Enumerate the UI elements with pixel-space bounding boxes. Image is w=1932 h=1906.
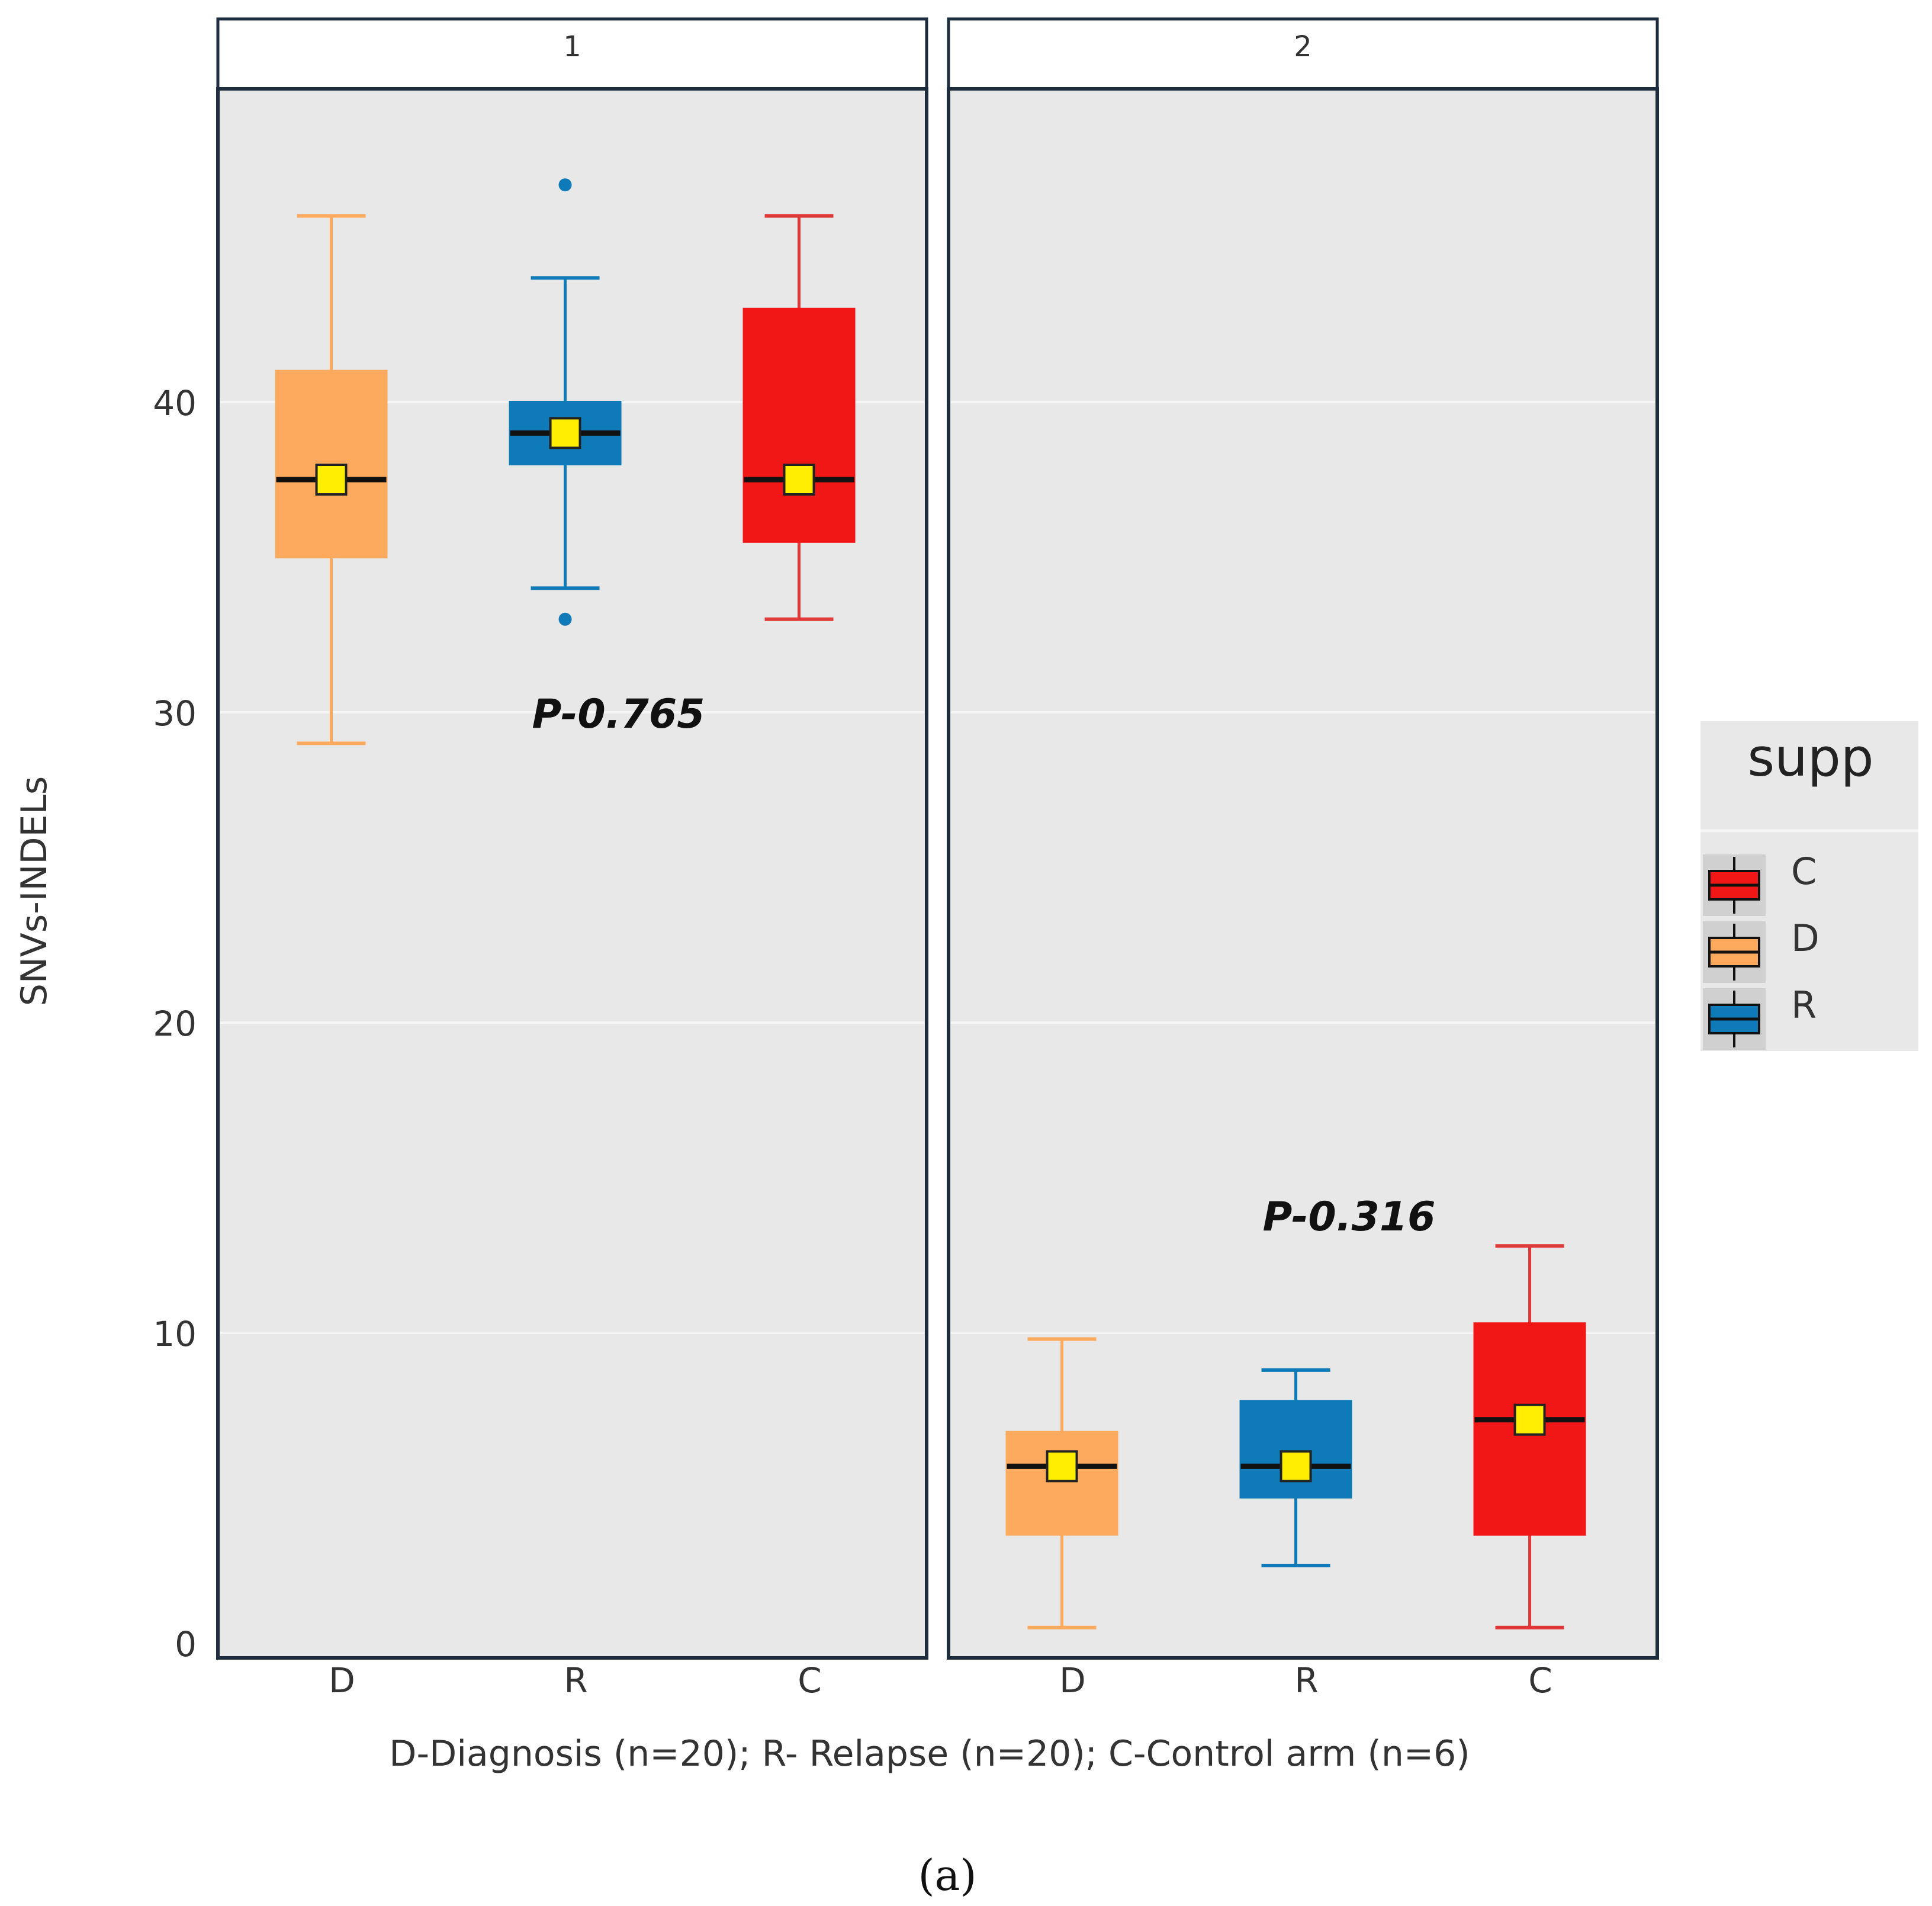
mean-marker — [1046, 1450, 1078, 1483]
y-tick-label: 30 — [153, 693, 197, 734]
x-tick-label: R — [564, 1660, 587, 1701]
mean-marker — [1513, 1403, 1546, 1436]
mean-marker — [783, 464, 815, 496]
outlier-point — [558, 178, 572, 192]
legend-label: R — [1791, 983, 1817, 1027]
p-value-label: P-0.765 — [532, 691, 705, 738]
outlier-point — [558, 612, 572, 626]
facet-strip-2 — [947, 17, 1659, 91]
facet-strip-label: 1 — [563, 30, 581, 63]
y-axis-title: SNVs-INDELs — [14, 776, 55, 1006]
facet-strip-1 — [216, 17, 928, 91]
box-C — [742, 307, 856, 543]
x-tick-label: D — [329, 1660, 355, 1701]
legend-title: supp — [1747, 727, 1873, 788]
x-tick-label: D — [1059, 1660, 1086, 1701]
legend-label: D — [1791, 917, 1820, 960]
y-tick-label: 40 — [153, 383, 197, 423]
mean-marker — [549, 417, 581, 449]
x-tick-label: R — [1294, 1660, 1318, 1701]
mean-marker — [1280, 1450, 1312, 1483]
legend-label: C — [1791, 850, 1817, 893]
p-value-label: P-0.316 — [1263, 1194, 1436, 1240]
x-tick-label: C — [1528, 1660, 1552, 1701]
y-tick-label: 10 — [153, 1314, 197, 1354]
figure-caption: (a) — [918, 1850, 976, 1900]
y-tick-label: 0 — [175, 1624, 197, 1664]
facet-strip-label: 2 — [1294, 30, 1312, 63]
box-R — [1239, 1400, 1352, 1499]
x-tick-label: C — [798, 1660, 822, 1701]
y-tick-label: 20 — [153, 1004, 197, 1044]
mean-marker — [315, 464, 348, 496]
x-axis-title: D-Diagnosis (n=20); R- Relapse (n=20); C… — [389, 1733, 1470, 1775]
box-D — [1005, 1431, 1118, 1536]
